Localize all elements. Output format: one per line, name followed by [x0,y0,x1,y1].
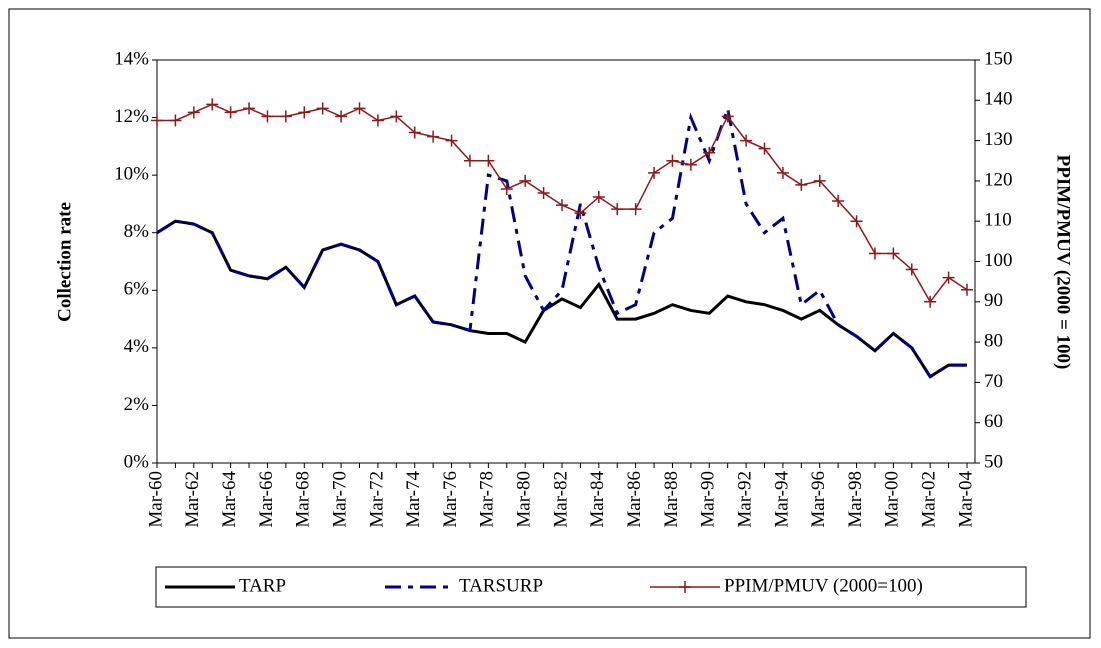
y2-axis-title: PPIM/PMUV (2000 = 100) [1053,155,1074,370]
marker [427,130,440,143]
y2-tick-label: 130 [984,129,1013,150]
y-tick-label: 12% [114,106,149,127]
x-tick-label: Mar-72 [366,471,387,528]
marker [648,166,661,179]
marker [519,174,532,187]
y-tick-label: 0% [124,451,150,472]
x-tick-label: Mar-82 [550,471,571,528]
series-line [156,103,967,379]
x-tick-label: Mar-84 [587,471,608,528]
marker [224,106,237,119]
x-tick-label: Mar-96 [808,471,829,528]
x-tick-label: Mar-92 [734,471,755,528]
legend-marker [679,581,691,593]
x-tick-label: Mar-90 [698,471,719,528]
y2-tick-label: 150 [984,48,1013,69]
x-tick-label: Mar-60 [145,471,166,528]
x-tick-label: Mar-80 [514,471,535,528]
y2-tick-label: 90 [984,290,1003,311]
marker [703,146,716,159]
y2-tick-label: 70 [984,371,1003,392]
y2-tick-label: 80 [984,330,1003,351]
marker [335,110,348,123]
marker [574,207,587,220]
y-tick-label: 4% [124,336,150,357]
marker [924,295,937,308]
marker [758,142,771,155]
marker [887,247,900,260]
y2-tick-label: 120 [984,169,1013,190]
marker [666,154,679,167]
y2-tick-label: 140 [984,89,1013,110]
marker [592,191,605,204]
x-tick-label: Mar-64 [219,471,240,528]
marker [556,199,568,212]
y2-tick-label: 60 [984,411,1003,432]
marker [261,110,274,123]
legend-label: TARSURP [459,575,543,596]
y2-tick-label: 110 [984,210,1012,231]
marker [390,110,403,123]
marker [169,114,182,127]
x-tick-label: Mar-76 [440,471,461,528]
marker [850,215,863,228]
marker [206,98,219,111]
marker [408,126,421,139]
marker [721,110,734,123]
x-tick-label: Mar-70 [329,471,350,528]
x-tick-label: Mar-66 [256,471,277,528]
marker [795,178,808,191]
marker [187,106,200,119]
x-tick-label: Mar-02 [919,471,940,528]
series-line [156,219,967,379]
marker [740,134,753,147]
y-tick-label: 10% [114,164,149,185]
chart-frame [8,8,1091,639]
y-tick-label: 6% [124,279,150,300]
y2-tick-label: 100 [984,250,1013,271]
marker [316,102,329,115]
x-tick-label: Mar-62 [182,471,203,528]
marker [942,271,955,284]
marker [961,283,973,296]
y-tick-label: 8% [124,221,150,242]
marker [463,154,476,167]
marker [445,134,458,147]
y2-tick-label: 50 [984,451,1003,472]
x-tick-label: Mar-88 [661,471,682,528]
marker [279,110,292,123]
marker [813,174,826,187]
legend-label: PPIM/PMUV (2000=100) [724,575,923,596]
marker [776,166,789,179]
marker [629,203,642,216]
y-tick-label: 2% [124,394,150,415]
x-tick-label: Mar-86 [624,471,645,528]
y-tick-label: 14% [114,48,149,69]
legend-label: TARP [239,575,286,596]
x-tick-label: Mar-00 [882,471,903,528]
marker [298,106,311,119]
marker [500,182,513,195]
marker [353,102,366,115]
marker [537,186,550,199]
x-tick-label: Mar-98 [845,471,866,528]
marker [832,195,845,208]
x-tick-label: Mar-78 [477,471,498,528]
x-tick-label: Mar-74 [403,471,424,528]
marker [868,247,881,260]
marker [482,154,495,167]
x-tick-label: Mar-68 [293,471,314,528]
legend-box [155,566,1027,608]
marker [905,263,918,276]
x-tick-label: Mar-94 [771,471,792,528]
y-axis-title: Collection rate [54,202,75,322]
x-tick-label: Mar-04 [955,471,976,528]
marker [684,158,697,171]
marker [151,114,163,127]
marker [371,114,384,127]
marker [611,203,624,216]
marker [243,102,256,115]
